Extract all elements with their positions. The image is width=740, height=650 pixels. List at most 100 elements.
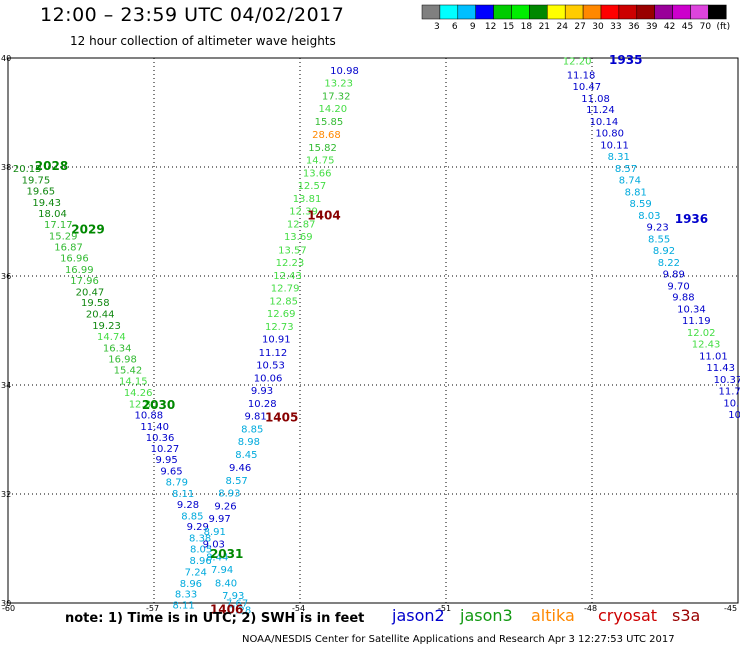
wave-height-value: 14.15 <box>119 377 148 388</box>
lon-tick-label: -45 <box>724 604 737 613</box>
wave-height-value: 15.82 <box>308 143 337 154</box>
wave-height-value: 10.34 <box>677 305 706 316</box>
wave-height-value: 8.92 <box>653 246 675 257</box>
wave-height-value: 20.47 <box>76 287 105 298</box>
colorbar-label: 70 <box>700 22 712 32</box>
wave-height-value: 10.80 <box>595 129 624 140</box>
wave-height-value: 14.26 <box>124 388 153 399</box>
colorbar-label: 21 <box>539 22 550 32</box>
wave-height-value: 10.28 <box>248 399 277 410</box>
wave-height-value: 12.39 <box>289 207 318 218</box>
wave-height-value: 12.79 <box>271 283 300 294</box>
colorbar-label: (ft) <box>717 22 731 32</box>
wave-height-value: 10.53 <box>256 360 285 371</box>
colorbar-swatch <box>690 4 709 20</box>
colorbar: 3 6 9 12 15 18 21 24 27 30 33 36 39 42 45 70 (ft) <box>421 4 731 32</box>
wave-height-value: 9.70 <box>667 281 689 292</box>
lat-tick-label: 38 <box>1 163 11 172</box>
wave-height-value: 12.87 <box>287 220 316 231</box>
colorbar-swatch <box>439 4 459 20</box>
wave-height-value: 14.74 <box>97 332 126 343</box>
colorbar-label: 6 <box>452 22 458 32</box>
wave-height-value: 9.93 <box>251 386 273 397</box>
lat-tick-label: 30 <box>1 599 11 608</box>
wave-height-value: 8.05 <box>190 545 212 556</box>
wave-height-value: 13.57 <box>278 245 307 256</box>
pass-number-label: 1935 <box>609 53 642 67</box>
wave-height-value: 10.47 <box>573 82 602 93</box>
wave-height-value: 11.01 <box>699 352 728 363</box>
lat-tick-label: 34 <box>1 381 11 390</box>
wave-height-value: 11.24 <box>586 105 615 116</box>
wave-height-value: 9.88 <box>672 293 694 304</box>
colorbar-swatch <box>600 4 620 20</box>
lat-tick-label: 40 <box>1 54 11 63</box>
wave-height-value: 8.11 <box>172 601 194 612</box>
wave-height-value: 9.23 <box>647 222 669 233</box>
wave-height-value: 8.74 <box>619 176 641 187</box>
wave-height-value: 8.11 <box>172 489 194 500</box>
legend-s3a: s3a <box>672 606 701 625</box>
wave-height-value: 19.75 <box>22 176 51 187</box>
wave-height-value: 13.23 <box>324 79 353 90</box>
wave-height-value: 11.40 <box>140 422 169 433</box>
map-subtitle: 12 hour collection of altimeter wave hei… <box>70 34 336 48</box>
wave-height-value: 8.81 <box>625 188 647 199</box>
legend-altika: altika <box>531 606 575 625</box>
wave-height-value: 19.58 <box>81 298 110 309</box>
wave-height-value: 9.29 <box>187 522 209 533</box>
map-grid <box>7 57 739 604</box>
wave-height-value: 9.65 <box>160 467 182 478</box>
wave-height-value: 11.7 <box>719 386 740 397</box>
colorbar-swatch <box>564 4 584 20</box>
wave-height-value: 8.44 <box>206 553 228 564</box>
colorbar-swatch <box>672 4 691 20</box>
wave-height-value: 11.18 <box>567 70 596 81</box>
wave-height-value: 19.43 <box>32 198 61 209</box>
wave-height-value: 10.88 <box>135 410 164 421</box>
wave-height-value: 12.80 <box>129 400 158 411</box>
wave-height-value: 9.46 <box>229 463 251 474</box>
wave-height-value: 7.94 <box>211 565 233 576</box>
legend-cryosat: cryosat <box>598 606 658 625</box>
wave-height-value: 11.43 <box>706 363 735 374</box>
pass-number-label: 2028 <box>35 159 68 173</box>
wave-height-value: 8.59 <box>629 199 651 210</box>
colorbar-label: 42 <box>664 22 675 32</box>
pass-number-label: 2030 <box>142 398 175 412</box>
wave-height-value: 12.02 <box>687 328 716 339</box>
colorbar-swatch <box>547 4 566 20</box>
map-title: 12:00 – 23:59 UTC 04/02/2017 <box>40 4 345 26</box>
lon-tick-label: -57 <box>146 604 159 613</box>
colorbar-label: 3 <box>434 22 440 32</box>
wave-height-value: 9.26 <box>214 501 236 512</box>
wave-height-value: 8.96 <box>190 556 212 567</box>
units-note: note: 1) Time is in UTC; 2) SWH is in fe… <box>65 611 365 626</box>
colorbar-label: 24 <box>556 22 568 32</box>
wave-height-value: 8.93 <box>218 488 240 499</box>
colorbar-swatch <box>511 4 530 20</box>
wave-height-value: 10.11 <box>600 141 629 152</box>
wave-height-value: 8.33 <box>175 590 197 601</box>
pass-number-label: 1406 <box>210 602 243 616</box>
colorbar-swatch <box>421 4 441 20</box>
wave-height-value: 14.75 <box>306 155 335 166</box>
wave-height-value: 9.28 <box>177 500 199 511</box>
wave-height-value: 12.43 <box>273 271 302 282</box>
wave-height-value: 9.89 <box>663 269 685 280</box>
wave-height-value: 15.29 <box>49 232 78 243</box>
pass-number-label: 2029 <box>71 223 104 237</box>
axis-labels: -60 -57 -54 -51 -48 -45 40 38 36 34 32 30 <box>1 54 737 613</box>
wave-height-value: 10.36 <box>146 433 175 444</box>
wave-height-value: 8.31 <box>608 152 630 163</box>
wave-height-value: 8.79 <box>166 477 188 488</box>
colorbar-swatch <box>475 4 494 20</box>
wave-height-value: 16.87 <box>54 243 83 254</box>
wave-height-value: 13.81 <box>293 194 322 205</box>
wave-height-value: 10.06 <box>254 373 283 384</box>
wave-height-value: 16.34 <box>103 343 132 354</box>
wave-height-value: 12.23 <box>276 258 305 269</box>
wave-height-value: 12.43 <box>692 340 721 351</box>
wave-height-value: 28.68 <box>312 130 341 141</box>
